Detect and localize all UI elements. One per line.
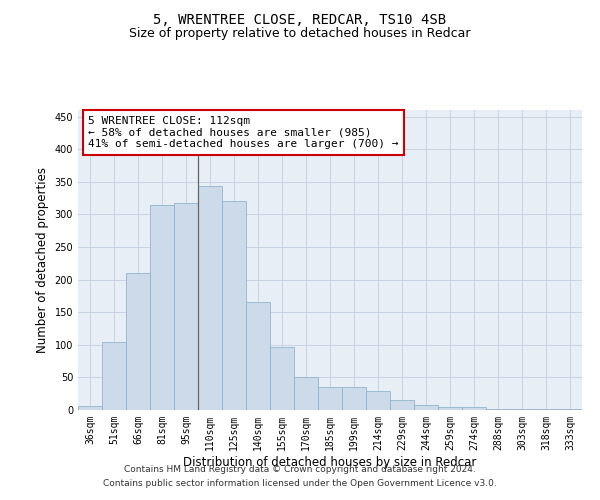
Bar — [270, 346, 294, 410]
Bar — [462, 408, 486, 410]
Text: Contains HM Land Registry data © Crown copyright and database right 2024.
Contai: Contains HM Land Registry data © Crown c… — [103, 466, 497, 487]
Bar — [222, 202, 246, 410]
Text: 5 WRENTREE CLOSE: 112sqm
← 58% of detached houses are smaller (985)
41% of semi-: 5 WRENTREE CLOSE: 112sqm ← 58% of detach… — [88, 116, 398, 149]
Bar — [198, 186, 222, 410]
Text: 5, WRENTREE CLOSE, REDCAR, TS10 4SB: 5, WRENTREE CLOSE, REDCAR, TS10 4SB — [154, 12, 446, 26]
Bar — [342, 386, 366, 410]
Bar — [150, 204, 174, 410]
Bar — [246, 302, 270, 410]
Bar — [126, 273, 150, 410]
Bar — [294, 378, 318, 410]
Bar — [486, 408, 510, 410]
Bar — [102, 342, 126, 410]
Text: Size of property relative to detached houses in Redcar: Size of property relative to detached ho… — [129, 28, 471, 40]
Bar — [438, 406, 462, 410]
Y-axis label: Number of detached properties: Number of detached properties — [36, 167, 49, 353]
Bar — [78, 406, 102, 410]
Bar — [366, 391, 390, 410]
Bar — [318, 386, 342, 410]
X-axis label: Distribution of detached houses by size in Redcar: Distribution of detached houses by size … — [184, 456, 476, 468]
Bar — [414, 405, 438, 410]
Bar — [174, 202, 198, 410]
Bar — [390, 400, 414, 410]
